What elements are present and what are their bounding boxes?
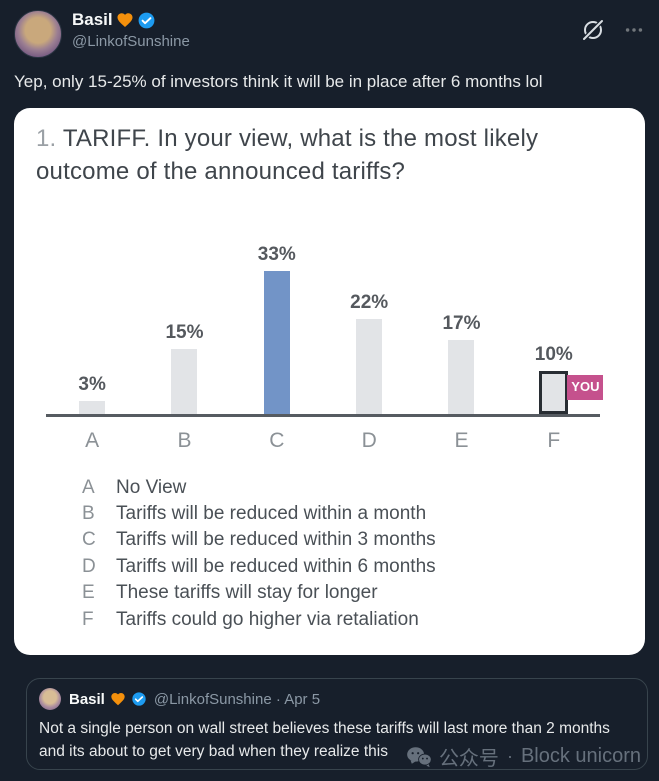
bar-value-label: 10%	[534, 344, 573, 365]
user-handle[interactable]: @LinkofSunshine	[72, 33, 190, 50]
bar-D	[356, 319, 383, 414]
legend-row-D: D Tariffs will be reduced within 6 months	[36, 554, 623, 580]
watermark-separator: ·	[506, 746, 513, 766]
legend-key: E	[82, 582, 95, 604]
grok-icon[interactable]	[581, 18, 605, 42]
wechat-icon	[406, 746, 432, 768]
poll-title: 1. TARIFF. In your view, what is the mos…	[36, 122, 611, 188]
quote-handle: @LinkofSunshine	[153, 690, 272, 708]
legend-text: These tariffs will stay for longer	[116, 582, 378, 604]
bar-A	[79, 401, 106, 414]
watermark-en-text: Block unicorn	[520, 745, 641, 767]
bar-column-E: 17%	[415, 242, 507, 414]
bar-value-label: 3%	[78, 374, 106, 395]
verified-badge-icon	[137, 11, 156, 30]
bar-value-label: 22%	[350, 292, 389, 313]
legend-row-B: B Tariffs will be reduced within a month	[36, 501, 623, 527]
bar-value-label: 15%	[165, 322, 204, 343]
you-badge: YOU	[567, 375, 604, 400]
category-label-E: E	[454, 428, 469, 452]
legend-key: C	[82, 529, 96, 551]
legend-text: Tariffs could go higher via retaliation	[116, 608, 419, 630]
quote-handle-date: @LinkofSunshine · Apr 5	[154, 691, 320, 708]
legend-text: No View	[116, 476, 187, 498]
bar-column-F: 10% YOU	[508, 242, 604, 414]
bar-F: YOU	[539, 371, 604, 414]
legend-row-E: E These tariffs will stay for longer	[36, 580, 623, 606]
legend-row-A: A No View	[36, 475, 623, 501]
category-label-B: B	[177, 428, 192, 452]
bar-value-label: 17%	[442, 313, 481, 334]
quoted-tweet-text: Not a single person on wall street belie…	[39, 720, 610, 760]
legend-row-C: C Tariffs will be reduced within 3 months	[36, 527, 623, 553]
legend-text: Tariffs will be reduced within 3 months	[116, 529, 436, 551]
poll-title-number: 1.	[36, 125, 57, 152]
category-label-A: A	[85, 428, 100, 452]
bar-E	[448, 340, 475, 414]
quoted-tweet[interactable]: Basil @LinkofSunshine · Apr 5 Not a sing…	[26, 678, 648, 770]
watermark-cn-text: 公众号	[438, 748, 499, 770]
legend-text: Tariffs will be reduced within a month	[116, 502, 427, 524]
legend-key: D	[82, 555, 96, 577]
name-block: Basil @LinkofSunshine	[72, 10, 581, 50]
orange-heart-icon	[116, 11, 134, 29]
tweet-header: Basil @LinkofSunshine	[0, 0, 659, 58]
orange-heart-icon	[110, 691, 126, 707]
tweet-text: Yep, only 15-25% of investors think it w…	[14, 72, 543, 91]
bars-row: 3% 15% 33% 22% 17% 10% YOU	[46, 242, 604, 414]
legend-key: A	[82, 476, 95, 498]
legend-text: Tariffs will be reduced within 6 months	[116, 555, 436, 577]
bar-column-B: 15%	[138, 242, 230, 414]
legend-key: F	[82, 608, 94, 630]
poll-image-card[interactable]: 1. TARIFF. In your view, what is the mos…	[14, 108, 645, 655]
quote-date: Apr 5	[284, 690, 321, 708]
quoted-tweet-header: Basil @LinkofSunshine · Apr 5	[39, 688, 635, 710]
bar-column-C: 33%	[231, 242, 323, 414]
bar-chart: 3% 15% 33% 22% 17% 10% YOU A B C D E F	[46, 242, 604, 453]
quote-avatar[interactable]	[39, 688, 61, 710]
legend-key: B	[82, 502, 95, 524]
category-label-D: D	[361, 428, 377, 452]
watermark: 公众号 · Block unicorn	[406, 742, 641, 771]
bar-column-D: 22%	[323, 242, 415, 414]
category-labels-row: A B C D E F	[46, 417, 600, 453]
category-label-F: F	[547, 428, 561, 452]
bar-C	[263, 271, 290, 414]
answer-key-legend: A No View B Tariffs will be reduced within …	[36, 475, 623, 633]
bar-value-label: 33%	[257, 244, 296, 265]
more-icon[interactable]	[623, 19, 645, 41]
x-axis-line	[46, 414, 600, 417]
quote-display-name[interactable]: Basil	[69, 690, 105, 708]
avatar[interactable]	[14, 10, 62, 58]
category-label-C: C	[269, 428, 285, 452]
meta-separator: ·	[275, 690, 281, 708]
poll-title-text: TARIFF. In your view, what is the most l…	[36, 125, 539, 185]
header-actions	[581, 10, 645, 42]
display-name[interactable]: Basil	[72, 10, 113, 29]
bar-column-A: 3%	[46, 242, 138, 414]
legend-row-F: F Tariffs could go higher via retaliation	[36, 607, 623, 633]
bar-B	[171, 349, 198, 414]
verified-badge-icon	[131, 691, 147, 707]
